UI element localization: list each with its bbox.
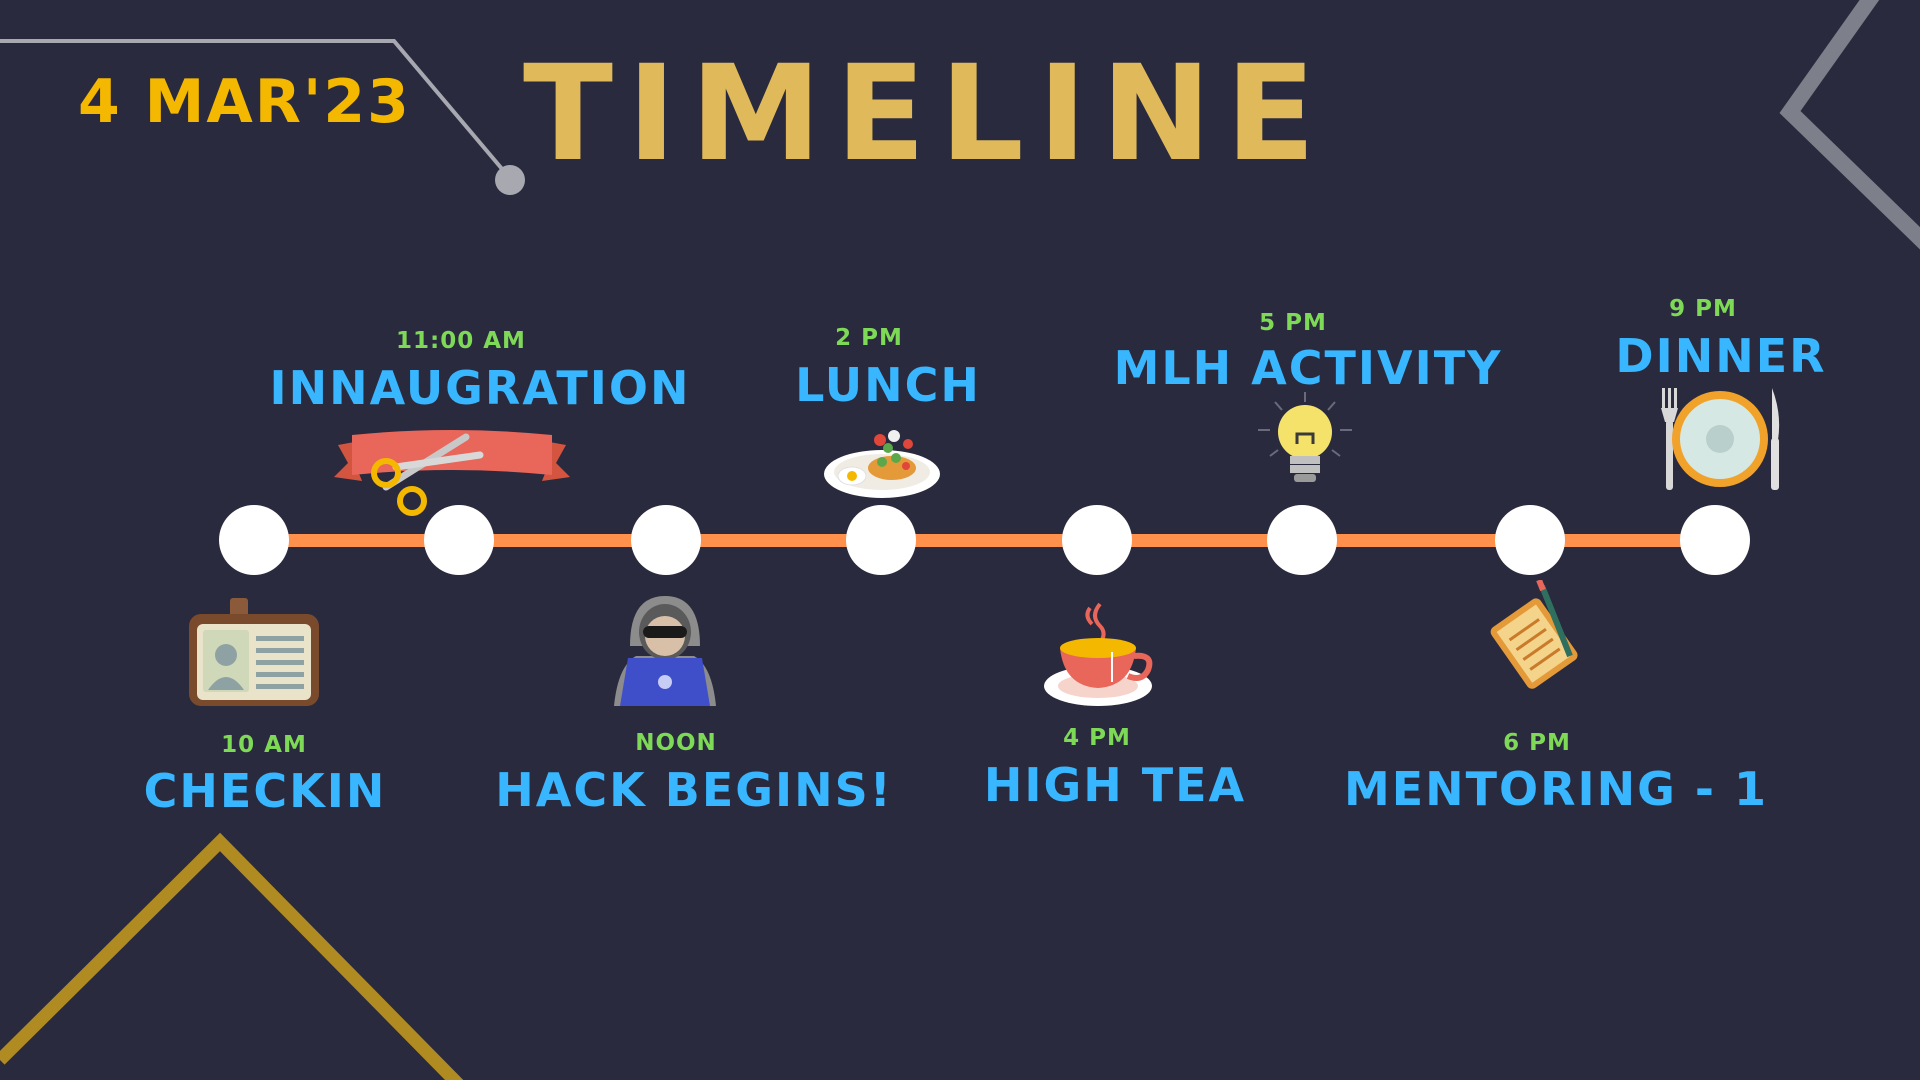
event-date: 4 MAR'23 bbox=[78, 67, 411, 137]
event-label-high-tea: HIGH TEA bbox=[983, 758, 1247, 812]
timeline-node-lunch bbox=[846, 505, 916, 575]
timeline-node-hack-begins bbox=[631, 505, 701, 575]
event-label-mentoring: MENTORING - 1 bbox=[1343, 762, 1769, 816]
event-label-dinner: DINNER bbox=[1615, 329, 1827, 383]
event-time-checkin: 10 AM bbox=[221, 732, 307, 758]
event-label-checkin: CHECKIN bbox=[143, 764, 387, 818]
timeline-node-high-tea bbox=[1062, 505, 1132, 575]
timeline-node-innaugration bbox=[424, 505, 494, 575]
lightbulb-icon bbox=[1258, 392, 1352, 482]
plate-cutlery-icon bbox=[1661, 388, 1780, 490]
timeline-node-checkin bbox=[219, 505, 289, 575]
event-time-mlh-activity: 5 PM bbox=[1259, 310, 1327, 336]
event-time-mentoring: 6 PM bbox=[1503, 730, 1571, 756]
timeline-node-mlh-activity bbox=[1267, 505, 1337, 575]
event-label-lunch: LUNCH bbox=[795, 358, 981, 412]
timeline-line bbox=[253, 534, 1715, 547]
timeline-node-dinner bbox=[1680, 505, 1750, 575]
event-time-hack-begins: NOON bbox=[635, 730, 717, 756]
event-time-high-tea: 4 PM bbox=[1063, 725, 1131, 751]
event-label-innaugration: INNAUGRATION bbox=[269, 361, 691, 415]
page-title: TIMELINE bbox=[523, 37, 1330, 191]
ribbon-scissors-icon bbox=[334, 430, 570, 516]
event-label-mlh-activity: MLH ACTIVITY bbox=[1113, 341, 1503, 395]
notepad-pencil-icon bbox=[1490, 580, 1578, 689]
event-time-dinner: 9 PM bbox=[1669, 296, 1737, 322]
event-time-innaugration: 11:00 AM bbox=[396, 328, 526, 354]
timeline-node-mentoring bbox=[1495, 505, 1565, 575]
food-plate-icon bbox=[824, 430, 940, 498]
hacker-laptop-icon bbox=[614, 596, 716, 706]
event-label-hack-begins: HACK BEGINS! bbox=[495, 763, 893, 817]
event-time-lunch: 2 PM bbox=[835, 325, 903, 351]
teacup-icon bbox=[1044, 602, 1153, 706]
id-badge-icon bbox=[189, 598, 319, 706]
